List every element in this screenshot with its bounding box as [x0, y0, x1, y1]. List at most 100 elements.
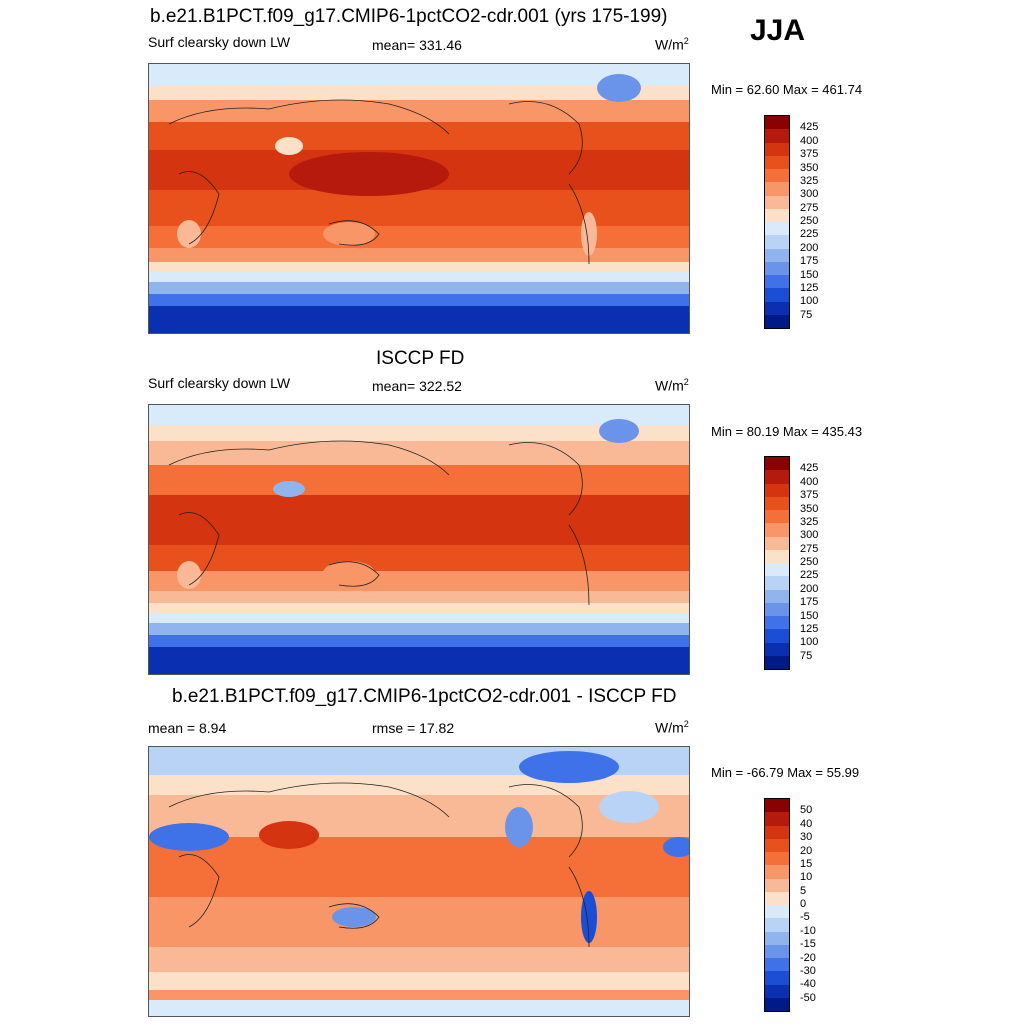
colorbar-swatch: [765, 576, 789, 590]
panel-1-variable-label: Surf clearsky down LW: [148, 34, 291, 50]
colorbar-label: 175: [800, 255, 819, 268]
colorbar-label: -30: [800, 964, 816, 977]
colorbar-label: 150: [800, 609, 819, 622]
colorbar-swatch: [765, 549, 789, 563]
colorbar-swatch: [765, 142, 789, 156]
colorbar-swatch: [765, 655, 789, 669]
colorbar-swatch: [765, 483, 789, 497]
colorbar-label: 325: [800, 515, 819, 528]
colorbar-label: 75: [800, 649, 813, 662]
colorbar-swatch: [765, 825, 789, 839]
colorbar-swatch: [765, 169, 789, 183]
colorbar-label: 125: [800, 622, 819, 635]
colorbar-swatch: [765, 878, 789, 892]
colorbar-label: -5: [800, 911, 810, 924]
colorbar-label: 375: [800, 489, 819, 502]
colorbar-label: 40: [800, 817, 813, 830]
panel-1-minmax: Min = 62.60 Max = 461.74: [711, 82, 863, 97]
colorbar-swatch: [765, 852, 789, 866]
colorbar-swatch: [765, 457, 789, 471]
panel-1-units: W/m2: [655, 36, 689, 53]
colorbar-swatch: [765, 838, 789, 852]
colorbar-label: 425: [800, 462, 819, 475]
colorbar-swatch: [765, 314, 789, 328]
colorbar-label: 125: [800, 281, 819, 294]
colorbar-label: 200: [800, 241, 819, 254]
colorbar-label: 30: [800, 831, 813, 844]
colorbar-label: 300: [800, 188, 819, 201]
panel-2-units: W/m2: [655, 377, 689, 394]
colorbar-label: 75: [800, 308, 813, 321]
colorbar-swatch: [765, 288, 789, 302]
panel-3-minmax: Min = -66.79 Max = 55.99: [711, 765, 860, 780]
colorbar-swatch: [765, 865, 789, 879]
panel-3-units: W/m2: [655, 719, 689, 736]
colorbar-swatch: [765, 182, 789, 196]
colorbar-label: -50: [800, 991, 816, 1004]
colorbar-swatch: [765, 129, 789, 143]
colorbar-swatch: [765, 642, 789, 656]
colorbar-label: 400: [800, 134, 819, 147]
colorbar-swatch: [765, 997, 789, 1011]
colorbar-label: 175: [800, 596, 819, 609]
panel-3-map: [148, 746, 690, 1017]
panel-2-minmax: Min = 80.19 Max = 435.43: [711, 424, 863, 439]
panel-3-mean-label: mean = 8.94: [148, 720, 227, 736]
colorbar-label: 15: [800, 857, 813, 870]
colorbar-swatch: [765, 301, 789, 315]
season-label: JJA: [750, 14, 806, 47]
panel-3-title: b.e21.B1PCT.f09_g17.CMIP6-1pctCO2-cdr.00…: [172, 686, 677, 707]
panel-2-mean-label: mean= 322.52: [372, 378, 462, 394]
colorbar-swatch: [765, 984, 789, 998]
colorbar-label: 225: [800, 569, 819, 582]
colorbar-swatch: [765, 208, 789, 222]
colorbar-swatch: [765, 616, 789, 630]
colorbar-label: 425: [800, 121, 819, 134]
colorbar-label: 50: [800, 804, 813, 817]
colorbar-label: 350: [800, 161, 819, 174]
colorbar-label: 150: [800, 268, 819, 281]
colorbar-swatch: [765, 629, 789, 643]
colorbar-swatch: [765, 971, 789, 985]
colorbar-swatch: [765, 812, 789, 826]
colorbar-label: 275: [800, 201, 819, 214]
colorbar-swatch: [765, 931, 789, 945]
colorbar-label: 350: [800, 502, 819, 515]
colorbar-swatch: [765, 589, 789, 603]
colorbar-label: 200: [800, 582, 819, 595]
colorbar-label: 300: [800, 529, 819, 542]
colorbar-label: -15: [800, 938, 816, 951]
colorbar-swatch: [765, 248, 789, 262]
panel-2-variable-label: Surf clearsky down LW: [148, 375, 291, 391]
colorbar-label: 10: [800, 871, 813, 884]
colorbar-swatch: [765, 958, 789, 972]
colorbar-swatch: [765, 523, 789, 537]
colorbar-swatch: [765, 918, 789, 932]
colorbar-label: 275: [800, 542, 819, 555]
colorbar-swatch: [765, 470, 789, 484]
panel-3-rmse-label: rmse = 17.82: [372, 720, 455, 736]
colorbar-swatch: [765, 891, 789, 905]
colorbar-swatch: [765, 944, 789, 958]
colorbar-label: 0: [800, 898, 807, 910]
panel-3-colorbar: [764, 798, 790, 1012]
colorbar-swatch: [765, 261, 789, 275]
panel-2-map: [148, 404, 690, 675]
colorbar-label: 100: [800, 295, 819, 308]
colorbar-swatch: [765, 222, 789, 236]
panel-2-title: ISCCP FD: [376, 348, 465, 369]
colorbar-label: -40: [800, 978, 816, 991]
colorbar-swatch: [765, 536, 789, 550]
colorbar-label: 325: [800, 174, 819, 187]
colorbar-label: 250: [800, 556, 819, 568]
colorbar-swatch: [765, 799, 789, 813]
colorbar-label: -10: [800, 924, 816, 937]
colorbar-swatch: [765, 235, 789, 249]
panel-1-mean-label: mean= 331.46: [372, 37, 462, 53]
colorbar-swatch: [765, 905, 789, 919]
colorbar-swatch: [765, 510, 789, 524]
colorbar-swatch: [765, 155, 789, 169]
colorbar-label: 5: [800, 884, 807, 897]
colorbar-label: 250: [800, 215, 819, 227]
panel-2-colorbar: [764, 456, 790, 670]
